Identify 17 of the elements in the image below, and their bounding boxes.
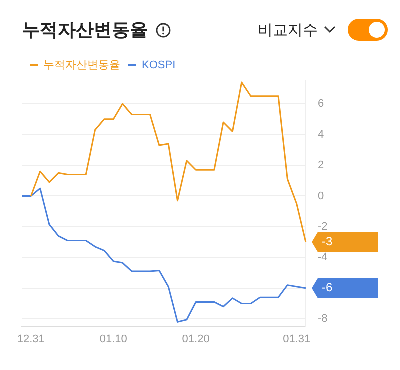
x-tick-label: 01.10 <box>100 333 128 346</box>
y-tick-label: -4 <box>318 252 328 264</box>
data-label: -3 <box>322 234 333 249</box>
chart-title: 누적자산변동율 <box>22 19 148 42</box>
y-tick-label: 6 <box>318 98 324 110</box>
legend-label: 누적자산변동율 <box>44 60 120 72</box>
x-tick-label: 01.31 <box>283 333 311 346</box>
x-tick-label: 01.20 <box>182 333 210 346</box>
y-tick-label: 0 <box>318 190 324 202</box>
text: 비교지수 <box>258 20 318 40</box>
legend-label: KOSPI <box>142 60 176 72</box>
y-tick-label: -2 <box>318 220 328 233</box>
data-label: -6 <box>322 280 333 295</box>
y-tick-label: -8 <box>318 313 328 326</box>
y-tick-label: 4 <box>318 128 324 141</box>
x-tick-label: 12.31 <box>17 333 45 346</box>
y-tick-label: 2 <box>318 160 324 172</box>
